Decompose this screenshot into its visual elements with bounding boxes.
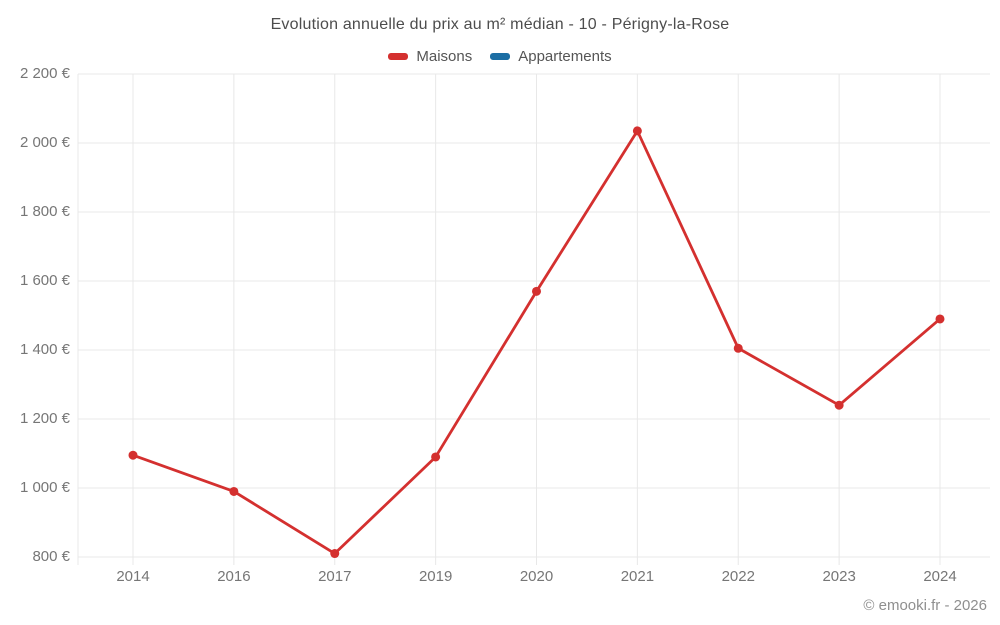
data-point[interactable] bbox=[128, 450, 138, 460]
x-axis-label: 2017 bbox=[318, 568, 352, 585]
x-axis-label: 2016 bbox=[217, 568, 251, 585]
y-axis-label: 1 600 € bbox=[19, 272, 70, 289]
y-axis-label: 1 800 € bbox=[19, 203, 70, 220]
y-axis-label: 2 000 € bbox=[19, 134, 70, 151]
x-axis-label: 2024 bbox=[923, 568, 957, 585]
y-axis-label: 800 € bbox=[32, 548, 70, 565]
data-point[interactable] bbox=[532, 286, 541, 296]
data-point[interactable] bbox=[431, 452, 441, 462]
x-axis-label: 2021 bbox=[620, 568, 655, 585]
x-axis-label: 2014 bbox=[116, 568, 150, 585]
appartements-series-swatch bbox=[490, 52, 511, 60]
copyright: © emooki.fr - 2026 bbox=[863, 597, 987, 614]
data-point[interactable] bbox=[733, 343, 743, 353]
x-axis-label: 2022 bbox=[721, 568, 755, 585]
legend: Maisons Appartements bbox=[0, 45, 1000, 67]
y-axis-label: 1 200 € bbox=[19, 410, 70, 427]
x-axis-label: 2020 bbox=[519, 568, 554, 585]
data-point[interactable] bbox=[330, 549, 340, 559]
data-point[interactable] bbox=[229, 486, 239, 496]
line-chart-svg bbox=[77, 73, 990, 565]
legend-label-maisons: Maisons bbox=[416, 47, 473, 65]
y-axis-label: 1 000 € bbox=[19, 479, 70, 496]
legend-label-appartements: Appartements bbox=[518, 47, 612, 65]
data-point[interactable] bbox=[834, 400, 844, 410]
x-axis-label: 2023 bbox=[822, 568, 856, 585]
data-point[interactable] bbox=[935, 314, 945, 324]
chart-title: Evolution annuelle du prix au m² médian … bbox=[270, 16, 730, 33]
maisons-series-swatch bbox=[388, 52, 409, 60]
y-axis-label: 2 200 € bbox=[19, 65, 70, 82]
legend-item-maisons[interactable]: Maisons bbox=[388, 48, 472, 65]
y-axis-label: 1 400 € bbox=[19, 341, 70, 358]
x-axis-label: 2019 bbox=[418, 568, 453, 585]
data-point[interactable] bbox=[632, 126, 642, 136]
legend-item-appartements[interactable]: Appartements bbox=[490, 47, 612, 65]
